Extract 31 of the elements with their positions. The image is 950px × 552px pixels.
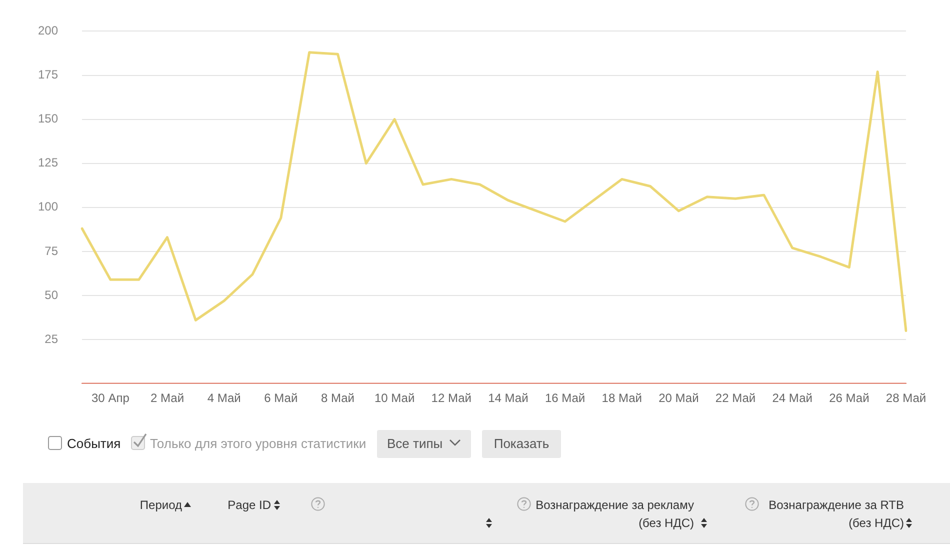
x-tick-label: 6 Май	[264, 391, 298, 406]
y-tick-label: 25	[44, 332, 58, 346]
x-tick-label: 28 Май	[886, 391, 926, 406]
x-tick-label: 26 Май	[829, 391, 870, 406]
x-tick-label: 20 Май	[658, 391, 699, 406]
x-tick-label: 22 Май	[715, 391, 756, 406]
x-tick-label: 2 Май	[150, 391, 184, 406]
text: Все типы	[377, 430, 471, 458]
text: События	[67, 436, 121, 451]
y-tick-label: 175	[38, 68, 58, 82]
text: Показать	[482, 430, 561, 458]
y-tick-label: 75	[44, 244, 58, 258]
y-tick-label: 150	[38, 112, 58, 126]
text: Page ID	[228, 497, 271, 514]
x-tick-label: 12 Май	[431, 391, 472, 406]
x-tick-label: 8 Май	[320, 391, 354, 406]
x-tick-label: 24 Май	[772, 391, 812, 406]
y-tick-label: 100	[38, 200, 58, 214]
x-tick-label: 16 Май	[544, 391, 586, 406]
text: Вознаграждение за RTB (без НДС)	[768, 497, 904, 532]
x-tick-label: 10 Май	[374, 391, 415, 406]
text: Вознаграждение за рекламу (без НДС)	[534, 497, 694, 532]
x-tick-label: 18 Май	[602, 391, 642, 406]
x-tick-label: 30 Апр	[92, 391, 130, 406]
y-tick-label: 200	[38, 24, 58, 38]
x-tick-label: 4 Май	[207, 391, 241, 406]
text: Период	[140, 497, 182, 514]
text: Только для этого уровня статистики	[150, 436, 366, 451]
x-tick-label: 14 Май	[488, 391, 528, 406]
y-tick-label: 125	[38, 156, 58, 170]
y-tick-label: 50	[44, 288, 58, 302]
